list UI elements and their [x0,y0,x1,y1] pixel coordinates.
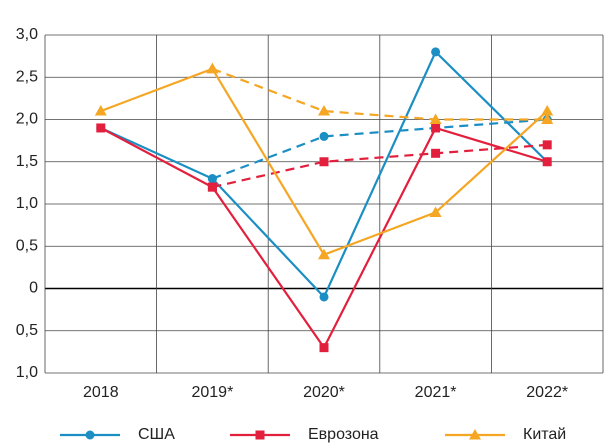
forecast-line [212,118,548,180]
y-tick-label: 0 [29,280,38,297]
y-tick-label: 1,0 [16,364,38,381]
y-tick-label: 0,5 [16,322,38,339]
x-tick-label: 2018 [83,384,119,401]
point [94,105,107,116]
y-tick-label: 2,0 [16,111,38,128]
x-tick-label: 2022* [526,384,568,401]
legend-label: Еврозона [308,426,379,443]
y-tick-label: 1,0 [16,195,38,212]
y-tick-label: 1,5 [16,153,38,170]
forecast-point [429,113,442,124]
forecast-point [318,105,330,116]
forecast-point [207,174,217,184]
forecast-point [319,157,329,167]
point [319,292,329,302]
legend-label: Китай [523,426,566,443]
forecast-line [212,67,548,121]
forecast-point [431,148,441,158]
y-tick-label: 3,0 [16,26,38,43]
point [96,123,106,133]
x-tick-label: 2021* [415,384,457,401]
y-tick-label: 0,5 [16,237,38,254]
point [319,343,329,353]
forecast-point [206,62,219,74]
series-line [100,50,548,299]
point [431,123,441,133]
point [431,47,441,57]
legend-label: США [138,426,175,443]
forecast-point [541,113,554,124]
point [541,105,554,116]
forecast-point [319,131,329,141]
y-tick-label: 2,5 [16,68,38,85]
x-tick-label: 2019* [191,384,233,401]
legend-marker [469,429,481,440]
legend-marker [85,430,95,440]
point [429,206,442,217]
forecast-point [207,182,217,192]
forecast-point [542,140,552,150]
legend-marker [255,430,265,440]
x-tick-label: 2020* [303,384,345,401]
point [542,157,552,167]
point [318,248,330,260]
forecast-line [212,143,548,189]
